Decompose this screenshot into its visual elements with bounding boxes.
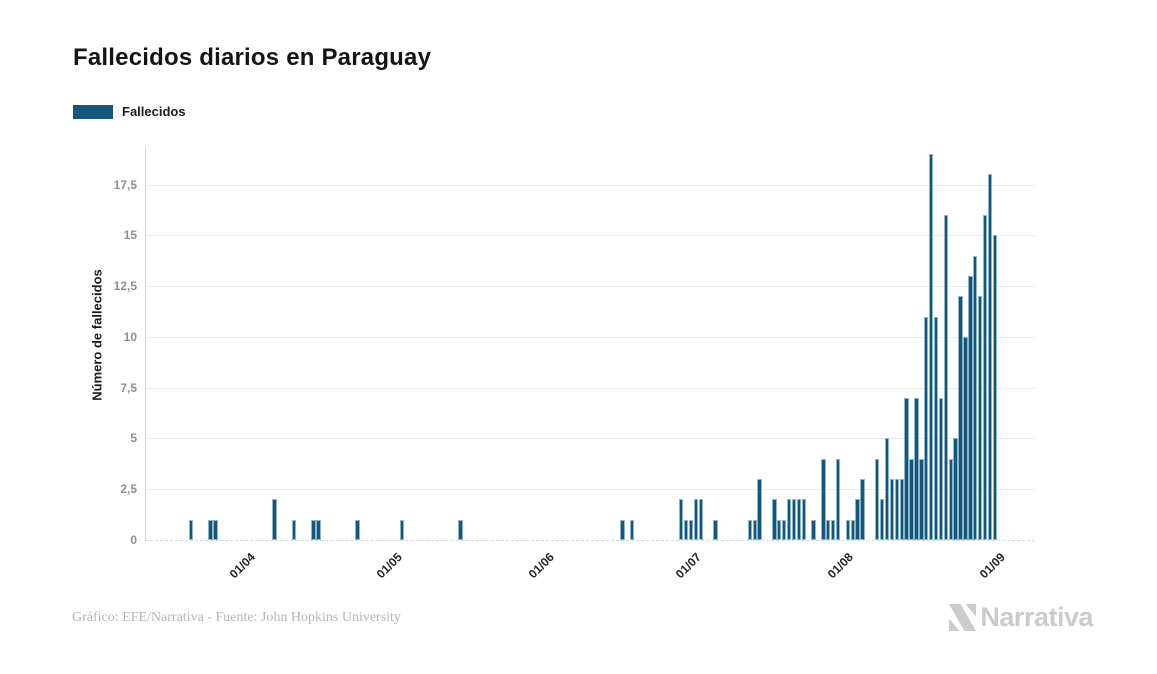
- bar[interactable]: [752, 519, 757, 540]
- bar[interactable]: [786, 499, 792, 540]
- bar[interactable]: [958, 296, 963, 540]
- bar[interactable]: [879, 499, 885, 540]
- bar[interactable]: [919, 458, 924, 540]
- bar[interactable]: [458, 519, 463, 540]
- bar[interactable]: [821, 458, 826, 540]
- bar[interactable]: [688, 519, 694, 540]
- x-tick-label: 01/07: [672, 550, 704, 582]
- bar[interactable]: [620, 519, 625, 540]
- bar[interactable]: [899, 479, 904, 540]
- y-tick-label: 0: [130, 533, 137, 547]
- bar[interactable]: [924, 316, 929, 540]
- bar[interactable]: [894, 479, 900, 540]
- bar[interactable]: [291, 519, 297, 540]
- narrativa-logo-icon: [949, 604, 977, 631]
- bar[interactable]: [992, 235, 998, 540]
- bar[interactable]: [213, 519, 218, 540]
- y-tick-label: 2,5: [120, 482, 137, 497]
- y-gridline: [145, 336, 1035, 338]
- bar[interactable]: [855, 499, 860, 540]
- bar[interactable]: [826, 519, 831, 540]
- bar[interactable]: [747, 519, 752, 540]
- bar[interactable]: [835, 458, 841, 540]
- bar[interactable]: [943, 215, 949, 540]
- bar[interactable]: [968, 275, 973, 540]
- narrativa-logo: Narrativa: [949, 602, 1093, 633]
- bar[interactable]: [977, 296, 983, 540]
- x-tick-label: 01/04: [226, 550, 258, 582]
- bar[interactable]: [355, 519, 360, 540]
- bar[interactable]: [904, 397, 909, 540]
- y-tick-label: 15: [123, 228, 137, 243]
- bar[interactable]: [928, 154, 934, 540]
- bar[interactable]: [316, 519, 321, 540]
- bar[interactable]: [713, 519, 718, 540]
- bar[interactable]: [781, 519, 787, 540]
- bar[interactable]: [860, 479, 865, 540]
- bar[interactable]: [272, 499, 277, 540]
- bar[interactable]: [830, 519, 836, 540]
- y-tick-label: 17,5: [113, 177, 137, 192]
- bar[interactable]: [791, 499, 797, 540]
- y-tick-label: 12,5: [113, 279, 137, 294]
- y-gridline: [145, 387, 1035, 389]
- bar[interactable]: [757, 479, 762, 540]
- bar[interactable]: [914, 397, 919, 540]
- x-tick-label: 01/08: [824, 550, 856, 582]
- y-gridline: [145, 184, 1035, 186]
- bar[interactable]: [938, 397, 944, 540]
- bar[interactable]: [850, 519, 855, 540]
- footer-credit: Gráfico: EFE/Narrativa - Fuente: John Ho…: [72, 610, 401, 625]
- bar[interactable]: [772, 499, 777, 540]
- x-tick-label: 01/06: [525, 550, 557, 582]
- bar[interactable]: [698, 499, 703, 540]
- y-gridline: [145, 438, 1035, 440]
- bar[interactable]: [982, 215, 988, 540]
- y-tick-label: 10: [123, 329, 137, 344]
- bar[interactable]: [963, 336, 968, 540]
- bar[interactable]: [399, 519, 404, 540]
- bar[interactable]: [311, 519, 316, 540]
- bar[interactable]: [875, 458, 880, 540]
- bar[interactable]: [801, 499, 806, 540]
- legend-item-fallecidos[interactable]: Fallecidos: [73, 104, 186, 119]
- bar[interactable]: [777, 519, 782, 540]
- bar[interactable]: [987, 174, 993, 540]
- x-tick-label: 01/09: [976, 550, 1008, 582]
- y-axis-line: [145, 148, 146, 540]
- legend-label: Fallecidos: [122, 104, 186, 119]
- x-tick-label: 01/05: [373, 550, 405, 582]
- bar[interactable]: [796, 499, 801, 540]
- y-gridline: [145, 235, 1035, 237]
- y-tick-label: 7,5: [120, 380, 137, 395]
- bar[interactable]: [845, 519, 851, 540]
- y-gridline: [145, 489, 1035, 491]
- legend-swatch-icon: [73, 104, 113, 119]
- y-gridline: [145, 286, 1035, 288]
- bar[interactable]: [889, 479, 895, 540]
- y-tick-label: 5: [130, 431, 137, 446]
- bar[interactable]: [909, 458, 914, 540]
- bar[interactable]: [948, 458, 953, 540]
- bar[interactable]: [188, 519, 194, 540]
- bar[interactable]: [811, 519, 816, 540]
- chart-title: Fallecidos diarios en Paraguay: [73, 44, 432, 71]
- bar[interactable]: [678, 499, 684, 540]
- narrativa-logo-text: Narrativa: [980, 602, 1093, 632]
- bar[interactable]: [629, 519, 635, 540]
- bar[interactable]: [933, 316, 939, 540]
- x-axis-line: [145, 540, 1035, 541]
- bar[interactable]: [693, 499, 699, 540]
- bar[interactable]: [973, 255, 978, 540]
- bar[interactable]: [884, 438, 890, 540]
- bar[interactable]: [208, 519, 213, 540]
- bar[interactable]: [683, 519, 689, 540]
- bar[interactable]: [953, 438, 958, 540]
